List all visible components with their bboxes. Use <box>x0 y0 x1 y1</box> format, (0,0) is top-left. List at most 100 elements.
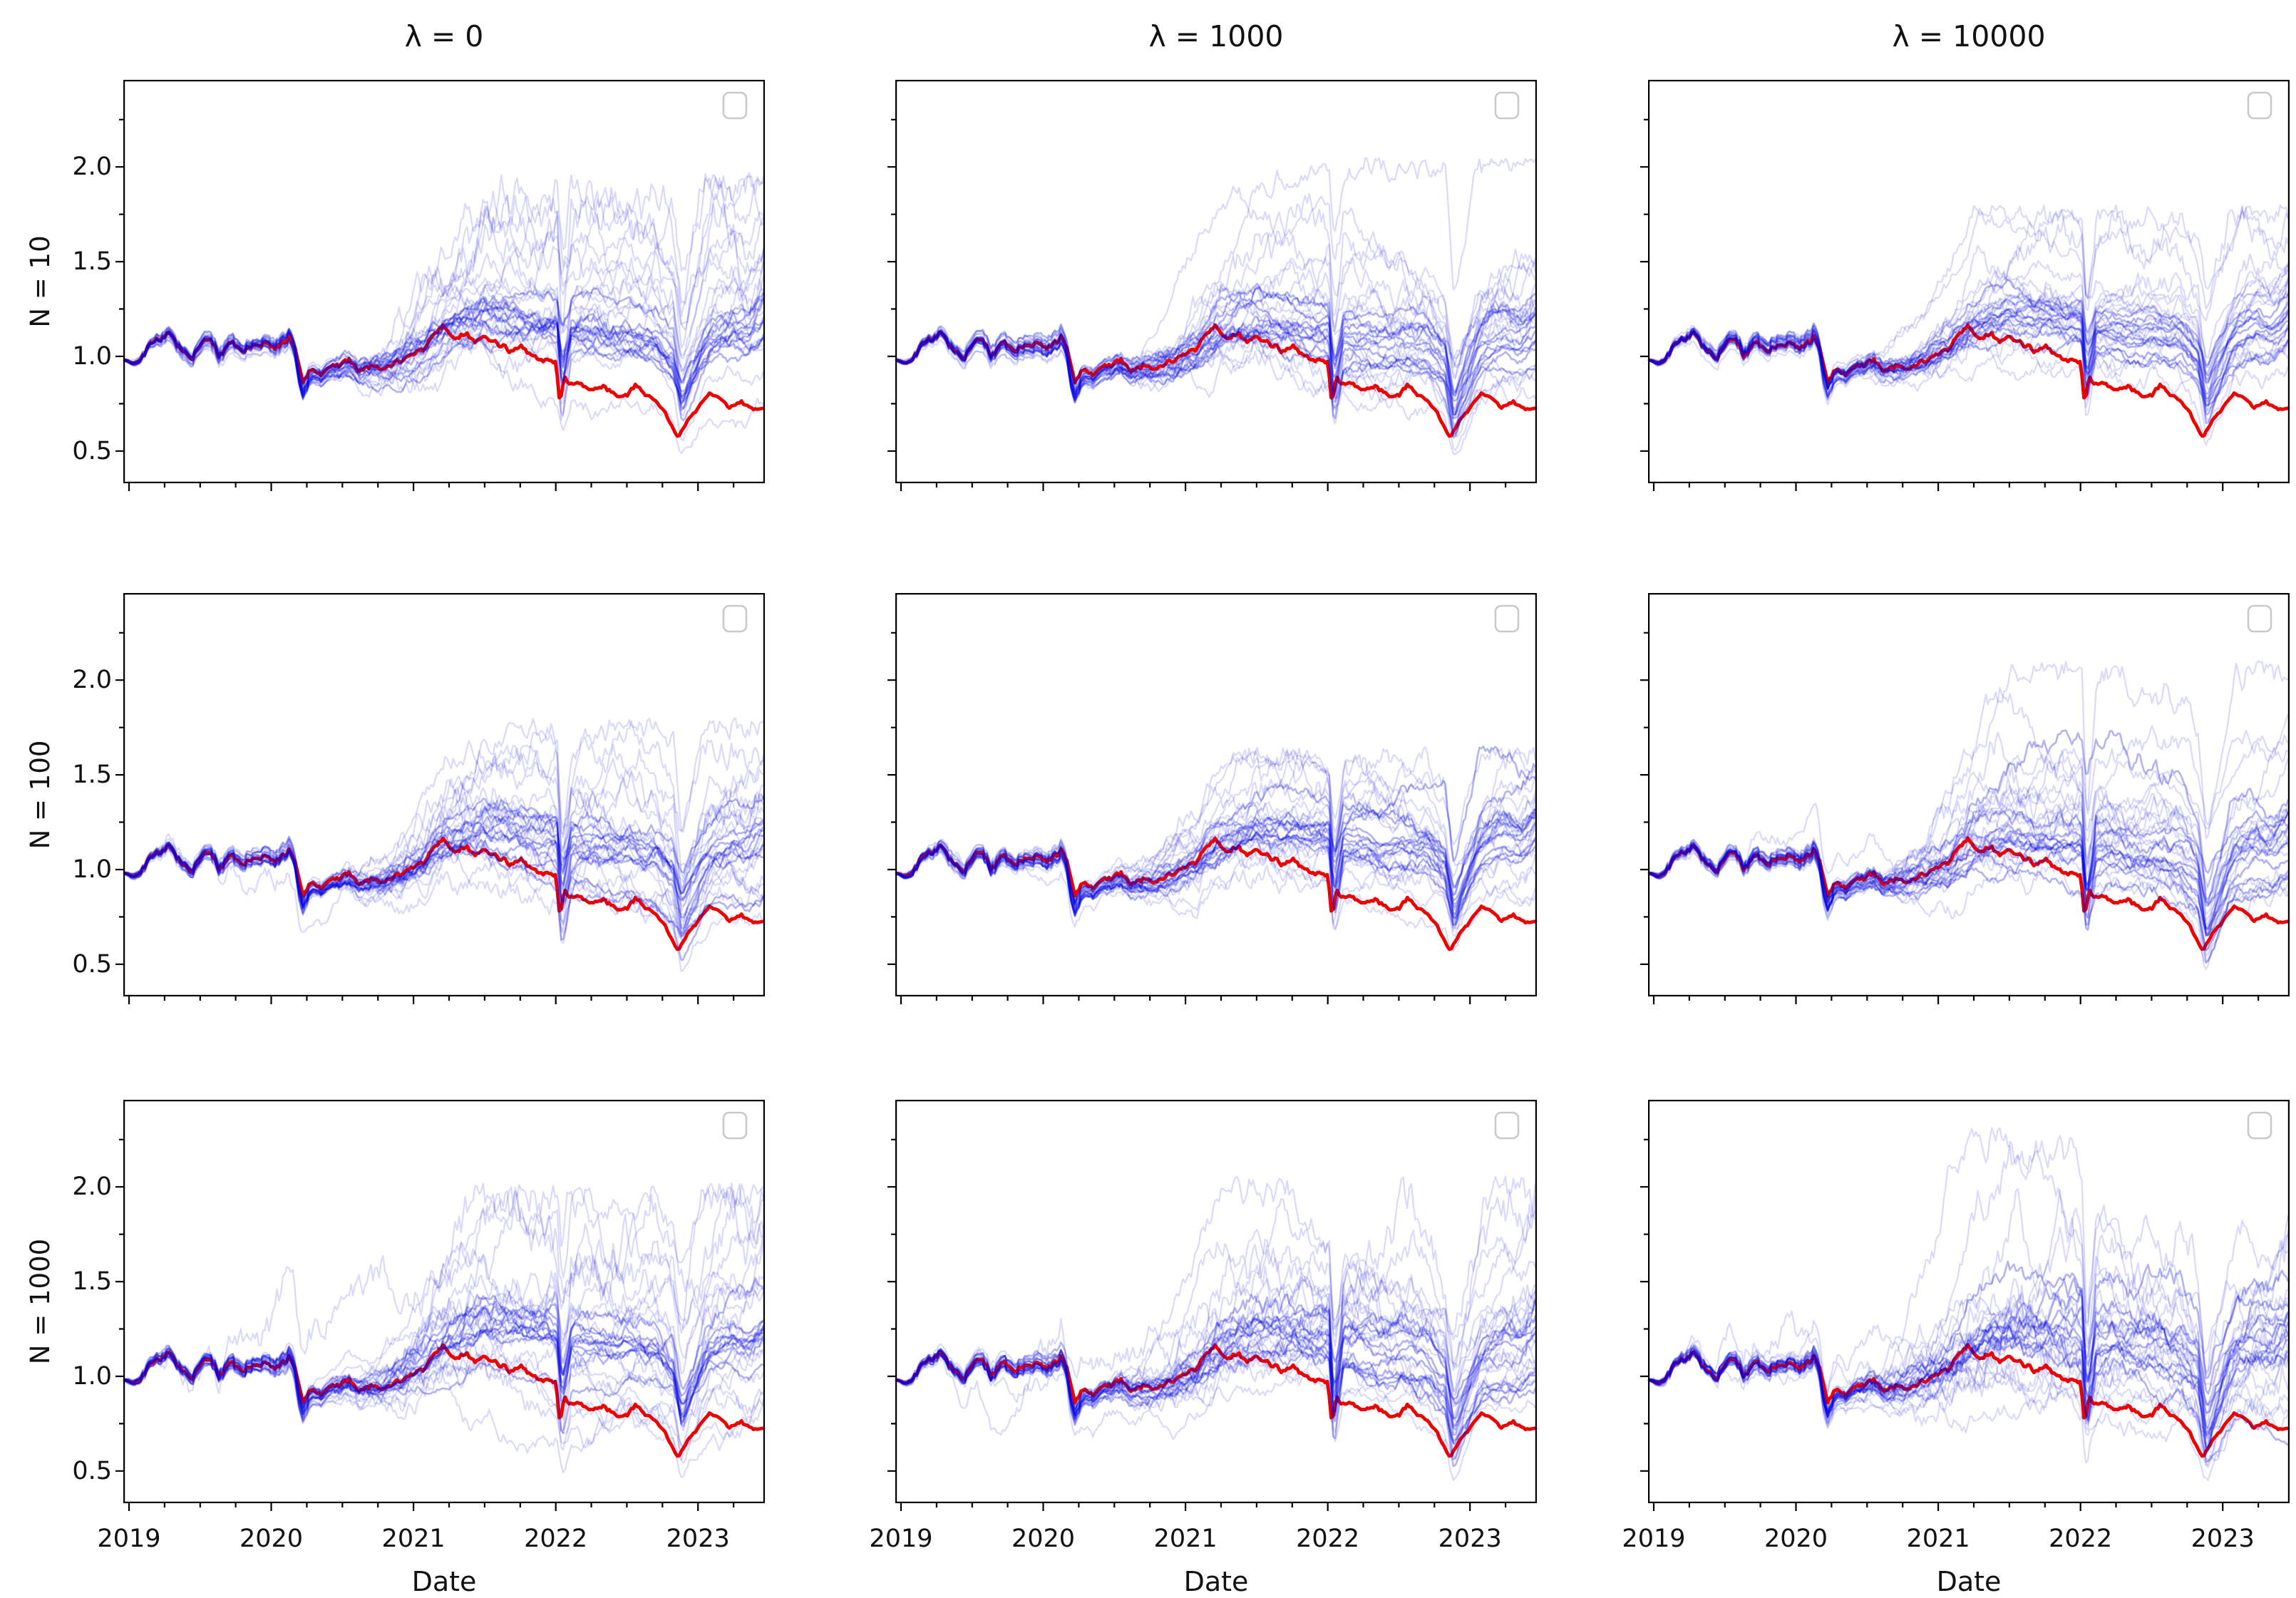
ensemble-path <box>896 192 1537 400</box>
ensemble-path-core <box>1649 1306 2290 1417</box>
ensemble-paths-outer <box>124 172 765 455</box>
x-tick-label: 2023 <box>2191 1525 2255 1553</box>
benchmark-line-group <box>123 836 766 952</box>
axis-spine <box>895 1100 1537 1503</box>
ensemble-path <box>1649 845 2290 952</box>
ensemble-path-core <box>124 798 764 914</box>
legend-box <box>1494 1111 1520 1140</box>
x-tick-label: 2023 <box>666 1525 730 1553</box>
benchmark-line-group <box>123 323 766 438</box>
ensemble-paths-outer <box>1649 204 2290 446</box>
benchmark-line <box>123 836 766 952</box>
ensemble-path-core <box>896 327 1536 428</box>
axis-ticks <box>115 632 735 1004</box>
ensemble-path-core <box>1649 319 2290 416</box>
ensemble-paths-core <box>1649 1260 2290 1463</box>
ensemble-path-core <box>896 833 1537 919</box>
ensemble-path-core <box>124 287 765 400</box>
ensemble-path <box>1649 1297 2289 1419</box>
axis-ticks <box>887 632 1507 1004</box>
legend-box <box>2247 91 2272 120</box>
ensemble-path-core <box>1649 835 2290 932</box>
ensemble-path-core <box>1649 811 2290 937</box>
ensemble-path-core <box>896 1299 1537 1436</box>
panel-r2c0 <box>115 1100 766 1511</box>
ensemble-path <box>1649 803 2289 970</box>
ensemble-path <box>896 1350 1536 1440</box>
axis-ticks <box>1640 632 2260 1004</box>
legend-box <box>722 604 748 633</box>
benchmark-line <box>895 836 1538 952</box>
ensemble-path-core <box>124 299 765 411</box>
ensemble-path <box>1649 277 2290 401</box>
ensemble-path-core <box>896 311 1537 396</box>
ensemble-path-core <box>1649 1260 2290 1448</box>
ensemble-path <box>1649 785 2289 957</box>
ensemble-path <box>1649 1283 2289 1429</box>
ensemble-path <box>124 1345 764 1464</box>
ensemble-path <box>124 720 765 907</box>
ensemble-path <box>124 1344 765 1450</box>
y-tick-label: 1.5 <box>72 1267 112 1297</box>
ensemble-path <box>124 1275 764 1426</box>
ensemble-path <box>1649 1317 2289 1468</box>
ensemble-path <box>124 174 765 389</box>
ensemble-path <box>1649 803 2290 926</box>
ensemble-path <box>124 1184 765 1422</box>
legend-box <box>722 91 748 120</box>
legend-box <box>2247 1111 2272 1140</box>
ensemble-path <box>896 747 1537 914</box>
ensemble-path-core <box>1649 1322 2289 1463</box>
ensemble-path <box>896 1277 1536 1420</box>
ensemble-path-core <box>1649 315 2290 406</box>
benchmark-line-group <box>123 1343 766 1458</box>
ensemble-path-core <box>1649 1312 2290 1419</box>
panel-r2c1 <box>887 1100 1538 1511</box>
ensemble-path <box>124 172 764 401</box>
ensemble-path-core <box>896 282 1536 416</box>
ensemble-path <box>124 295 764 405</box>
ensemble-path <box>1649 291 2289 399</box>
ensemble-path <box>896 1175 1537 1413</box>
x-tick-label: 2021 <box>1153 1525 1218 1553</box>
ensemble-path-core <box>896 1293 1537 1421</box>
benchmark-line-group <box>895 836 1538 952</box>
ensemble-path-core <box>896 286 1536 396</box>
y-tick-label: 1.5 <box>72 761 112 790</box>
panel-r2c2 <box>1640 1100 2290 1511</box>
ensemble-path <box>1649 1207 2290 1426</box>
axis-ticks <box>115 1138 735 1511</box>
ensemble-path-core <box>896 834 1537 927</box>
ensemble-path-core <box>1649 729 2290 912</box>
ensemble-path-core <box>1649 278 2290 384</box>
ensemble-path <box>1649 686 2289 922</box>
ensemble-path <box>1649 773 2289 915</box>
ensemble-paths-core <box>124 287 765 422</box>
ensemble-path <box>896 1260 1537 1421</box>
ensemble-path-core <box>896 1316 1536 1418</box>
ensemble-paths-outer <box>896 746 1537 952</box>
benchmark-line-group <box>895 1343 1538 1458</box>
ensemble-path-core <box>1649 1294 2290 1418</box>
ensemble-path-core <box>124 318 765 406</box>
ensemble-path-core <box>124 301 765 393</box>
ensemble-path <box>124 1271 764 1422</box>
ensemble-path <box>896 1244 1537 1447</box>
x-axis-label-col-0: Date <box>411 1566 477 1597</box>
ensemble-path <box>124 187 765 394</box>
ensemble-path <box>1649 319 2290 446</box>
axis-spine <box>895 80 1537 483</box>
axis-spine <box>123 1100 765 1503</box>
panel-r1c1 <box>887 593 1538 1004</box>
x-tick-label: 2023 <box>1438 1525 1502 1553</box>
x-tick-label: 2021 <box>1906 1525 1970 1553</box>
ensemble-path-core <box>1649 1264 2290 1411</box>
ensemble-path <box>896 809 1537 929</box>
ensemble-path-core <box>896 816 1537 909</box>
ensemble-path-core <box>896 775 1536 906</box>
y-tick-label: 0.5 <box>72 949 112 979</box>
panel-r1c0 <box>115 593 766 1004</box>
ensemble-path-core <box>124 1294 764 1408</box>
ensemble-path-core <box>896 1340 1537 1468</box>
ensemble-path <box>124 833 764 934</box>
